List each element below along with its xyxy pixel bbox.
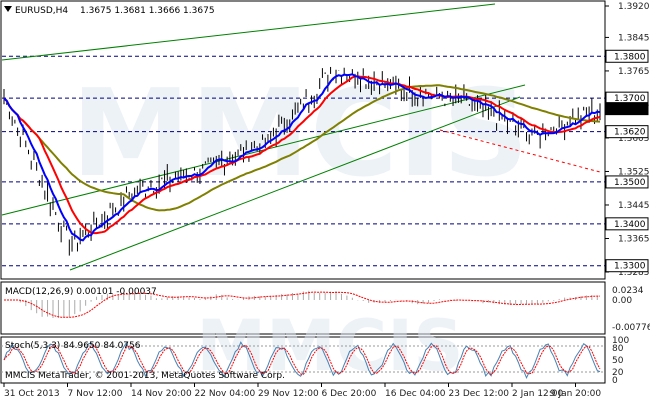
symbol-label: EURUSD,H4 xyxy=(15,6,68,16)
ma-slow-line xyxy=(3,84,601,212)
price-tick-label: 1.3365 xyxy=(618,234,650,244)
time-tick-label: 22 Nov 04:00 xyxy=(195,389,256,399)
level-label-box xyxy=(605,259,649,273)
price-tick-label: 1.3445 xyxy=(618,201,650,211)
copyright-text: MMCIS MetaTrader, © 2001-2013, MetaQuote… xyxy=(5,371,285,381)
level-label: 1.3400 xyxy=(614,220,646,230)
stoch-label: Stoch(5,3,3) 84.9650 84.0756 xyxy=(5,341,141,351)
macd-tick-label: 0.0234 xyxy=(612,286,644,296)
level-label-box xyxy=(605,125,649,139)
time-tick-label: 7 Nov 12:00 xyxy=(68,389,123,399)
level-label-box xyxy=(605,217,649,231)
triangle-down-icon[interactable] xyxy=(4,6,12,12)
price-tick-label: 1.3525 xyxy=(618,167,650,177)
level-label: 1.3700 xyxy=(614,94,646,104)
time-tick-label: 16 Dec 04:00 xyxy=(385,389,446,399)
stoch-tick-label: 0 xyxy=(612,376,618,386)
time-tick-label: 6 Dec 20:00 xyxy=(322,389,377,399)
macd-tick-label: 0.00 xyxy=(612,296,632,306)
macd-tick-label: -0.00776 xyxy=(612,323,650,333)
ma-medium-line xyxy=(3,75,601,235)
ma-fast-line xyxy=(3,73,601,242)
stoch-tick-label: 20 xyxy=(612,368,624,378)
level-label-box xyxy=(605,49,649,63)
level-label: 1.3800 xyxy=(614,52,646,62)
chart-header: EURUSD,H4 1.3675 1.3681 1.3666 1.3675 xyxy=(4,6,215,16)
stoch-signal-line xyxy=(3,344,601,376)
macd-panel[interactable] xyxy=(0,281,606,335)
time-tick-label: 9 Jan 20:00 xyxy=(550,389,602,399)
price-tick-label: 1.3920 xyxy=(618,2,650,12)
price-tick-label: 1.3605 xyxy=(618,134,650,144)
price-tick-label: 1.3765 xyxy=(618,67,650,77)
time-tick-label: 31 Oct 2013 xyxy=(4,389,60,399)
channel-upper-line[interactable] xyxy=(1,3,496,61)
time-tick-label: 23 Dec 12:00 xyxy=(449,389,510,399)
level-label-box xyxy=(605,102,649,116)
level-label: 1.3500 xyxy=(614,178,646,188)
ohlc-values: 1.3675 1.3681 1.3666 1.3675 xyxy=(80,6,215,16)
time-axis: 31 Oct 2013 7 Nov 12:00 14 Nov 20:00 22 Nov… xyxy=(3,383,602,399)
stoch-tick-label: 80 xyxy=(612,344,624,354)
level-label-box xyxy=(605,175,649,189)
macd-label: MACD(12,26,9) 0.00101 -0.00037 xyxy=(5,287,157,297)
level-label: 1.3675 xyxy=(614,105,646,115)
price-tick-label: 1.3845 xyxy=(618,33,650,43)
level-label: 1.3620 xyxy=(614,128,646,138)
price-tick-label: 1.3285 xyxy=(618,268,650,278)
time-tick-label: 29 Nov 12:00 xyxy=(258,389,319,399)
level-label: 1.3300 xyxy=(614,262,646,272)
price-axis: 1.39201.38451.37651.36851.36051.35251.34… xyxy=(605,2,650,278)
channel-lower-line[interactable] xyxy=(69,96,521,271)
time-tick-label: 14 Nov 20:00 xyxy=(131,389,192,399)
stoch-tick-label: 100 xyxy=(612,336,629,346)
stoch-tick-label: 50 xyxy=(612,356,624,366)
time-tick-label: 2 Jan 12:00 xyxy=(512,389,564,399)
